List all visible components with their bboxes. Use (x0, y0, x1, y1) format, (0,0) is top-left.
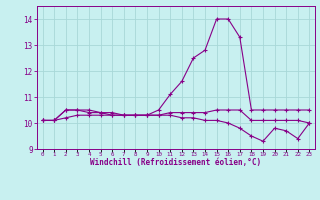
X-axis label: Windchill (Refroidissement éolien,°C): Windchill (Refroidissement éolien,°C) (91, 158, 261, 167)
